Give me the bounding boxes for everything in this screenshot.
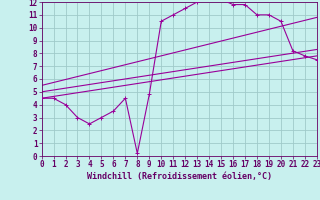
X-axis label: Windchill (Refroidissement éolien,°C): Windchill (Refroidissement éolien,°C) — [87, 172, 272, 181]
